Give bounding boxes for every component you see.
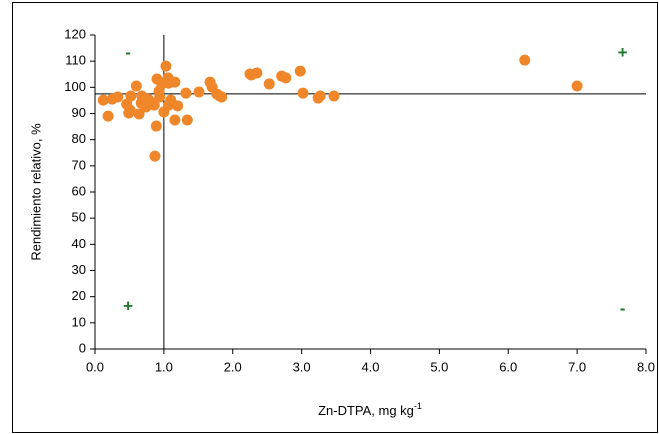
data-point (102, 110, 114, 122)
x-tick-label: 0.0 (86, 359, 104, 374)
data-point (154, 91, 166, 103)
x-axis-label-text: Zn-DTPA, mg kg (318, 403, 414, 418)
data-point (133, 108, 145, 120)
x-tick-label: 5.0 (430, 359, 448, 374)
data-point (181, 114, 193, 126)
data-point (294, 65, 306, 77)
data-point (328, 90, 340, 102)
data-point (150, 120, 162, 132)
y-tick-label: 50 (72, 210, 86, 225)
quadrant-sign: - (620, 299, 626, 318)
x-tick-label: 8.0 (637, 359, 655, 374)
data-point (216, 91, 228, 103)
x-axis-label: Zn-DTPA, mg kg-1 (318, 401, 422, 418)
data-point (125, 90, 137, 102)
data-point (519, 54, 531, 66)
data-point (172, 100, 184, 112)
data-point (123, 107, 135, 119)
data-point (251, 67, 263, 79)
y-tick-label: 30 (72, 262, 86, 277)
data-point (112, 91, 124, 103)
x-tick-label: 3.0 (293, 359, 311, 374)
data-point (263, 78, 275, 90)
data-point (180, 87, 192, 99)
quadrant-sign: + (123, 297, 133, 316)
x-tick-label: 7.0 (568, 359, 586, 374)
y-tick-label: 60 (72, 183, 86, 198)
quadrant-sign: - (125, 43, 131, 62)
x-tick-label: 4.0 (361, 359, 379, 374)
data-point (149, 150, 161, 162)
y-axis-label: Rendimiento relativo, % (28, 123, 43, 261)
x-tick-label: 1.0 (155, 359, 173, 374)
y-tick-label: 70 (72, 157, 86, 172)
quadrant-sign: + (618, 43, 628, 62)
y-tick-label: 100 (64, 79, 86, 94)
x-tick-label: 2.0 (224, 359, 242, 374)
data-point (297, 87, 309, 99)
y-tick-label: 0 (79, 340, 86, 355)
y-tick-label: 90 (72, 105, 86, 120)
data-point (314, 90, 326, 102)
y-tick-label: 40 (72, 236, 86, 251)
data-point (169, 114, 181, 126)
chart-frame (12, 2, 658, 433)
data-point (193, 86, 205, 98)
y-tick-label: 80 (72, 131, 86, 146)
data-point (571, 80, 583, 92)
data-point (97, 94, 109, 106)
data-point (160, 60, 172, 72)
data-point (130, 80, 142, 92)
data-point (148, 99, 160, 111)
y-tick-label: 10 (72, 314, 86, 329)
x-tick-label: 6.0 (499, 359, 517, 374)
y-tick-label: 110 (65, 53, 86, 68)
y-tick-label: 20 (72, 288, 86, 303)
x-axis-label-superscript: -1 (414, 401, 422, 411)
data-point (169, 76, 181, 88)
y-tick-label: 120 (64, 26, 86, 41)
data-point (280, 72, 292, 84)
